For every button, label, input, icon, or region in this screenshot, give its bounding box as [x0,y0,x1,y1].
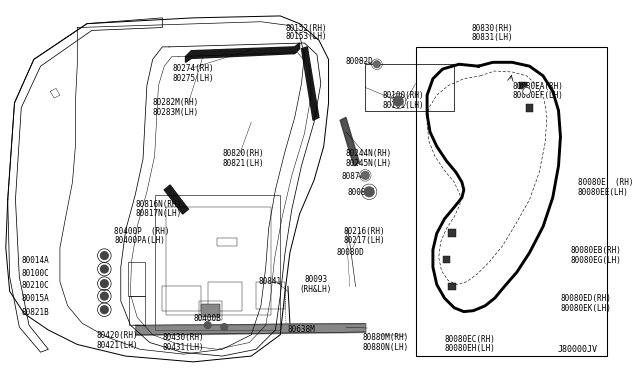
Circle shape [523,87,531,95]
Text: 80100(RH): 80100(RH) [383,91,424,100]
Text: 80080EG(LH): 80080EG(LH) [570,256,621,264]
Circle shape [100,252,108,259]
Text: 80015A: 80015A [21,294,49,303]
Bar [449,230,456,237]
Text: 80400P  (RH): 80400P (RH) [114,227,170,235]
Text: 80831(LH): 80831(LH) [472,33,513,42]
Text: 80274(RH): 80274(RH) [172,64,214,73]
Bar [129,296,145,325]
Bar [155,195,280,330]
Bar [163,286,201,311]
Text: 80080ED(RH): 80080ED(RH) [561,294,611,303]
Circle shape [100,265,108,273]
Circle shape [100,280,108,288]
Text: 80153(LH): 80153(LH) [285,32,326,41]
Circle shape [100,292,108,300]
Circle shape [221,324,228,330]
Text: 80430(RH): 80430(RH) [163,333,204,342]
Text: 80210C: 80210C [21,281,49,290]
Text: 80420(RH): 80420(RH) [97,331,138,340]
Text: 80080EE(LH): 80080EE(LH) [578,188,628,197]
Bar [256,282,285,309]
Circle shape [364,187,374,197]
Text: 80282M(RH): 80282M(RH) [153,98,199,107]
Text: 80217(LH): 80217(LH) [343,236,385,245]
Text: 80085G: 80085G [348,188,376,197]
Circle shape [374,61,380,68]
Text: 80244N(RH): 80244N(RH) [346,149,392,158]
Circle shape [204,322,211,328]
Text: 80093: 80093 [305,275,328,284]
Bar [415,47,607,356]
Text: 80080EK(LH): 80080EK(LH) [561,304,611,313]
Text: 80245N(LH): 80245N(LH) [346,159,392,168]
Bar [127,262,145,296]
Circle shape [394,96,403,106]
Text: 80082D: 80082D [346,57,374,65]
Text: 80080D: 80080D [336,248,364,257]
Text: 80283M(LH): 80283M(LH) [153,108,199,117]
Text: 80080E  (RH): 80080E (RH) [578,178,634,187]
Polygon shape [340,118,360,166]
Text: (RH&LH): (RH&LH) [300,285,332,294]
Text: 80874M: 80874M [341,173,369,182]
Text: J80000JV: J80000JV [557,345,597,354]
Text: 80830(RH): 80830(RH) [472,24,513,33]
Text: 80821(LH): 80821(LH) [222,159,264,168]
Circle shape [362,171,369,179]
Bar [525,104,533,112]
Text: 80820(RH): 80820(RH) [222,149,264,158]
Text: 80080EH(LH): 80080EH(LH) [445,344,495,353]
Text: 80014A: 80014A [21,256,49,264]
Text: 80400PA(LH): 80400PA(LH) [114,236,165,245]
Text: 80841: 80841 [259,277,282,286]
Bar [443,256,451,263]
Polygon shape [164,185,188,214]
Text: 80080EC(RH): 80080EC(RH) [445,335,495,344]
Bar [166,207,271,315]
Text: 80821B: 80821B [21,308,49,317]
Text: 80080EF(LH): 80080EF(LH) [512,91,563,100]
Text: 80880M(RH): 80880M(RH) [362,333,408,342]
Bar [208,282,241,311]
Text: 80152(RH): 80152(RH) [285,24,326,33]
Bar [365,64,454,110]
Bar [201,304,220,317]
Text: 80431(LH): 80431(LH) [163,343,204,352]
Circle shape [100,306,108,314]
Text: 80100C: 80100C [21,269,49,278]
Text: 80275(LH): 80275(LH) [172,74,214,83]
Text: 80080EA(RH): 80080EA(RH) [512,81,563,91]
Bar [519,81,527,89]
Text: 80101(LH): 80101(LH) [383,101,424,110]
Polygon shape [301,47,319,120]
Polygon shape [186,43,300,62]
Text: 80817N(LH): 80817N(LH) [135,209,182,218]
Bar [218,238,237,246]
Text: 80080EB(RH): 80080EB(RH) [570,246,621,255]
Text: 80816N(RH): 80816N(RH) [135,199,182,209]
Text: 80400B: 80400B [193,314,221,323]
Bar [199,301,222,320]
Text: 80216(RH): 80216(RH) [343,227,385,235]
Text: 80880N(LH): 80880N(LH) [362,343,408,352]
Text: 80421(LH): 80421(LH) [97,341,138,350]
Text: 80638M: 80638M [288,325,316,334]
Bar [449,283,456,291]
